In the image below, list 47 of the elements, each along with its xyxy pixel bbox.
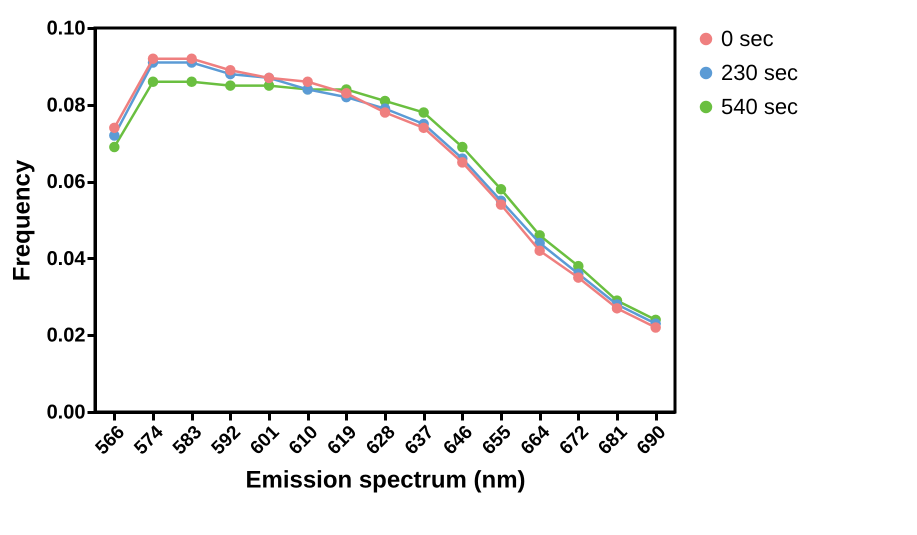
point: [418, 122, 429, 134]
x-tick-label: 592: [208, 422, 245, 460]
y-tick-label: 0.06: [46, 171, 86, 194]
x-tick-label: 664: [517, 421, 555, 460]
y-tick-label: 0.02: [46, 324, 86, 347]
point: [148, 76, 158, 87]
point: [109, 122, 120, 134]
point: [380, 107, 390, 118]
x-tick-label: 637: [401, 422, 438, 460]
x-tick-label: 655: [478, 421, 516, 460]
x-tick-label: 619: [324, 422, 361, 460]
x-tick-label: 681: [594, 421, 632, 460]
point: [186, 76, 197, 87]
point: [573, 272, 584, 283]
point: [496, 184, 506, 195]
point: [457, 142, 468, 152]
x-tick-label: 574: [130, 421, 168, 460]
legend-label: 0 sec: [721, 26, 774, 51]
y-tick-label: 0.08: [46, 94, 86, 116]
y-axis-title: Frequency: [8, 159, 36, 282]
point: [457, 157, 468, 168]
legend-label: 230 sec: [721, 60, 798, 85]
x-tick-label: 610: [285, 422, 322, 460]
x-tick-label: 601: [246, 421, 284, 460]
point: [650, 322, 661, 333]
x-tick-label: 566: [92, 422, 129, 460]
point: [148, 53, 158, 64]
point: [496, 199, 506, 210]
point: [186, 53, 197, 64]
x-tick-label: 583: [169, 422, 206, 460]
legend-label: 540 sec: [721, 94, 798, 119]
point: [225, 80, 236, 91]
x-tick-label: 646: [440, 422, 477, 460]
y-tick-label: 0.00: [46, 402, 86, 424]
x-tick-label: 672: [556, 422, 593, 460]
point: [225, 65, 236, 76]
y-tick-label: 0.04: [46, 248, 86, 270]
point: [418, 107, 429, 118]
point: [302, 76, 313, 87]
x-tick-label: 690: [633, 422, 670, 460]
point: [109, 142, 120, 152]
point: [612, 303, 622, 314]
y-tick-label: 0.10: [46, 18, 86, 40]
x-axis-title: Emission spectrum (nm): [245, 466, 526, 494]
point: [534, 245, 545, 256]
x-tick-label: 628: [362, 422, 400, 460]
point: [341, 88, 352, 99]
